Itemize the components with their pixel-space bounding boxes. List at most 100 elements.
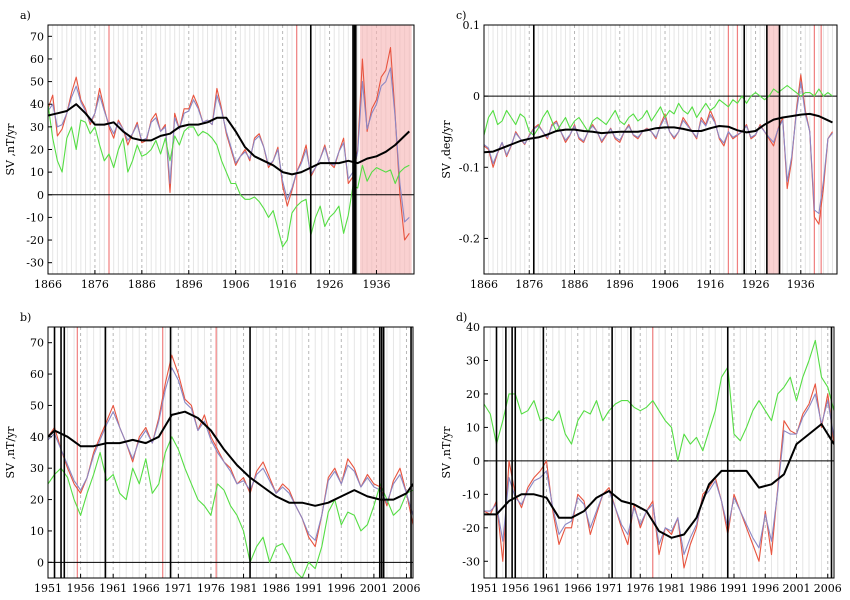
x-tick-label: 1916 (269, 278, 297, 291)
x-tick-label: 1966 (564, 582, 592, 595)
x-tick-label: 1956 (501, 582, 529, 595)
series-line-2 (48, 367, 413, 541)
plot-area (48, 25, 414, 274)
y-tick-label: -10 (26, 211, 44, 224)
y-tick-label: 50 (30, 399, 44, 412)
x-tick-label: 2001 (783, 582, 811, 595)
x-tick-label: 2006 (392, 582, 420, 595)
axes-frame (483, 24, 838, 275)
y-axis-label: SV ,nT/yr (4, 426, 17, 479)
chart-panel-2: 1951 1956 1961 1966 1971 1976 1981 1986 1991 1996… (4, 311, 420, 595)
y-tick-label: 60 (30, 53, 44, 66)
y-tick-label: 30 (30, 121, 44, 134)
y-tick-label: 20 (30, 494, 44, 507)
chart-panel-4: 1951 1956 1961 1966 1971 1976 1981 1986 1991 1996… (440, 311, 842, 595)
plot-area (484, 25, 837, 274)
x-tick-label: 1971 (595, 582, 623, 595)
x-tick-label: 1981 (658, 582, 686, 595)
y-tick-label: -0.2 (459, 232, 480, 245)
series-line-4 (48, 410, 413, 507)
y-tick-label: 40 (466, 321, 480, 334)
plot-area (48, 327, 413, 578)
y-tick-label: 10 (466, 421, 480, 434)
x-tick-label: 1991 (295, 582, 323, 595)
y-tick-label: 0.1 (463, 19, 481, 32)
chart-panel-1: 1866 1876 1886 1896 1906 1916 1926 1936 -30 -20 -1… (4, 9, 415, 291)
x-tick-label: 1951 (470, 582, 498, 595)
x-tick-label: 1906 (222, 278, 250, 291)
y-axis-label: SV ,nT/yr (4, 123, 17, 176)
x-tick-label: 1976 (197, 582, 225, 595)
y-tick-label: -20 (26, 234, 44, 247)
series-line-4 (484, 112, 833, 154)
y-tick-label: 0 (37, 556, 44, 569)
x-tick-label: 1986 (262, 582, 290, 595)
series-line-1 (48, 354, 413, 548)
series-line-3 (48, 104, 410, 248)
panel-label: b) (20, 311, 31, 324)
x-tick-label: 1986 (689, 582, 717, 595)
x-tick-label: 1961 (533, 582, 561, 595)
y-tick-label: 0 (37, 189, 44, 202)
panel-label: a) (20, 9, 31, 22)
y-tick-label: 10 (30, 525, 44, 538)
x-tick-label: 1936 (362, 278, 390, 291)
x-tick-label: 1886 (561, 278, 589, 291)
y-tick-label: 60 (30, 368, 44, 381)
series-line-2 (484, 393, 834, 556)
x-tick-label: 1991 (720, 582, 748, 595)
series-line-2 (48, 67, 410, 223)
series-line-3 (48, 436, 413, 578)
axes-frame (47, 326, 414, 579)
panel-label: c) (456, 9, 466, 22)
series-line-4 (484, 423, 834, 539)
x-tick-label: 1916 (696, 278, 724, 291)
x-tick-label: 1996 (751, 582, 779, 595)
x-tick-label: 1996 (327, 582, 355, 595)
y-tick-label: 0 (473, 90, 480, 103)
x-tick-label: 1956 (67, 582, 95, 595)
y-tick-label: 20 (466, 388, 480, 401)
x-tick-label: 1951 (34, 582, 62, 595)
x-tick-label: 1926 (742, 278, 770, 291)
x-tick-label: 1886 (128, 278, 156, 291)
x-tick-label: 1896 (606, 278, 634, 291)
x-tick-label: 1966 (132, 582, 160, 595)
y-tick-label: 40 (30, 431, 44, 444)
y-tick-label: 30 (466, 354, 480, 367)
x-tick-label: 1976 (626, 582, 654, 595)
y-tick-label: -20 (462, 522, 480, 535)
y-tick-label: 40 (30, 98, 44, 111)
x-tick-label: 1961 (99, 582, 127, 595)
series-line-2 (484, 81, 833, 215)
series-line-3 (484, 339, 834, 462)
y-tick-label: 30 (30, 462, 44, 475)
shaded-region (766, 25, 781, 274)
y-tick-label: 70 (30, 337, 44, 350)
y-tick-label: 50 (30, 76, 44, 89)
x-tick-label: 1866 (470, 278, 498, 291)
y-tick-label: -10 (462, 488, 480, 501)
y-tick-label: -30 (462, 555, 480, 568)
axes-frame (483, 326, 835, 579)
x-tick-label: 1981 (230, 582, 258, 595)
y-tick-label: 0 (473, 455, 480, 468)
panel-label: d) (456, 311, 467, 324)
y-tick-label: -0.1 (459, 161, 480, 174)
x-tick-label: 2006 (814, 582, 842, 595)
x-tick-label: 1971 (164, 582, 192, 595)
y-tick-label: 20 (30, 144, 44, 157)
y-axis-label: SV ,deg/yr (440, 120, 453, 179)
y-tick-label: 70 (30, 30, 44, 43)
y-axis-label: SV ,nT/yr (440, 426, 453, 479)
chart-panel-3: 1866 1876 1886 1896 1906 1916 1926 1936 -0.2 -0.1… (440, 9, 838, 291)
shaded-region (360, 25, 412, 274)
y-tick-label: -30 (26, 257, 44, 270)
x-tick-label: 1866 (34, 278, 62, 291)
plot-area (484, 327, 834, 578)
series-line-3 (484, 84, 833, 136)
x-tick-label: 1936 (787, 278, 815, 291)
x-tick-label: 1876 (81, 278, 109, 291)
x-tick-label: 1906 (651, 278, 679, 291)
